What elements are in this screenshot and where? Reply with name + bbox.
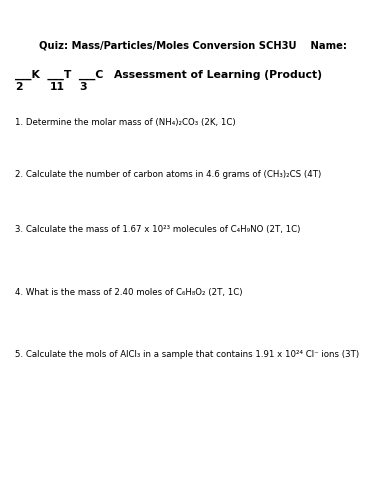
Text: 4. What is the mass of 2.40 moles of C₆H₈O₂ (2T, 1C): 4. What is the mass of 2.40 moles of C₆H… bbox=[15, 288, 243, 296]
Text: 3: 3 bbox=[79, 82, 87, 92]
Text: 2. Calculate the number of carbon atoms in 4.6 grams of (CH₃)₂CS (4T): 2. Calculate the number of carbon atoms … bbox=[15, 170, 322, 179]
Text: 1. Determine the molar mass of (NH₄)₂CO₃ (2K, 1C): 1. Determine the molar mass of (NH₄)₂CO₃… bbox=[15, 118, 236, 126]
Text: Assessment of Learning (Product): Assessment of Learning (Product) bbox=[114, 70, 322, 80]
Text: ___K  ___T  ___C: ___K ___T ___C bbox=[15, 70, 104, 80]
Text: 11: 11 bbox=[50, 82, 65, 92]
Text: 2: 2 bbox=[15, 82, 22, 92]
Text: Quiz: Mass/Particles/Moles Conversion SCH3U    Name:: Quiz: Mass/Particles/Moles Conversion SC… bbox=[39, 40, 347, 50]
Text: 5. Calculate the mols of AlCl₃ in a sample that contains 1.91 x 10²⁴ Cl⁻ ions (3: 5. Calculate the mols of AlCl₃ in a samp… bbox=[15, 350, 360, 359]
Text: 3. Calculate the mass of 1.67 x 10²³ molecules of C₄H₉NO (2T, 1C): 3. Calculate the mass of 1.67 x 10²³ mol… bbox=[15, 225, 301, 234]
